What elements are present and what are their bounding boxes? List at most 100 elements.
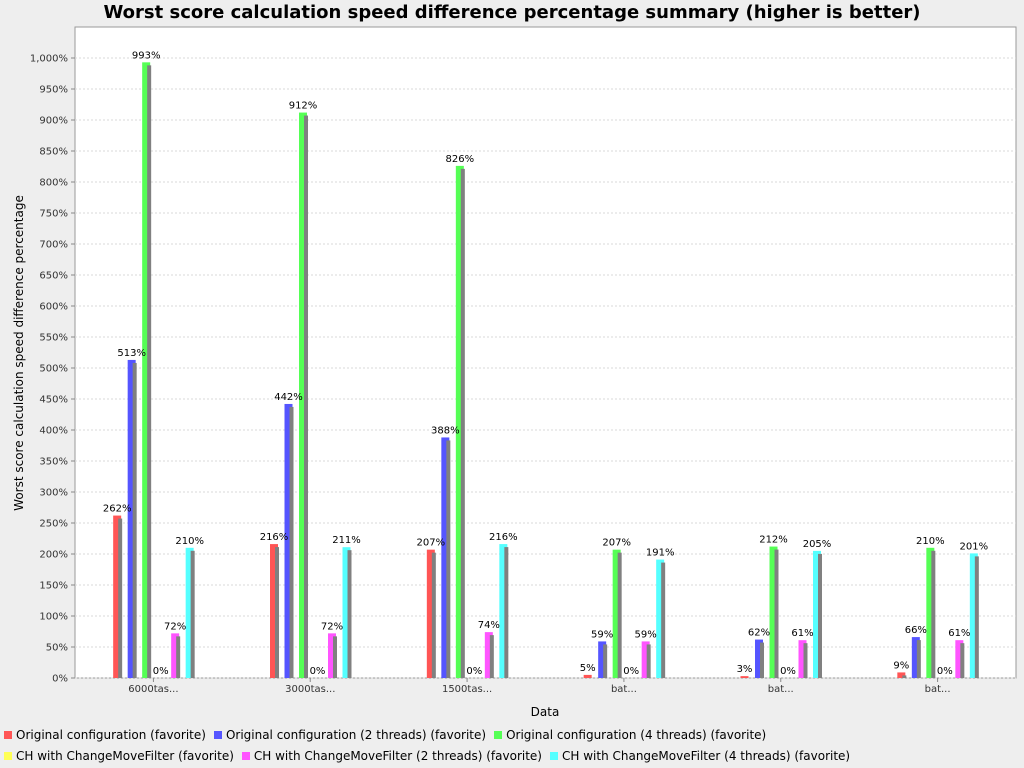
bar bbox=[270, 544, 278, 678]
legend-label: CH with ChangeMoveFilter (4 threads) (fa… bbox=[562, 748, 851, 763]
chart-title: Worst score calculation speed difference… bbox=[103, 2, 920, 23]
y-axis-ticks: 0% 50% 100% 150% 200% 250% 300% 350% 400% 450% 500… bbox=[30, 54, 75, 685]
bar-shadow bbox=[118, 518, 123, 678]
data-labels: 262% 513% 993% 0% 72% 210% 216% 442% 912% 0% 72% 21… bbox=[103, 50, 988, 677]
bar-shadow bbox=[304, 115, 308, 678]
x-tick-label: bat... bbox=[925, 684, 951, 695]
legend-item: Original configuration (favorite) bbox=[4, 728, 206, 742]
bar bbox=[441, 437, 450, 678]
bar bbox=[612, 549, 621, 678]
data-label: 0% bbox=[153, 666, 169, 677]
y-tick-label: 300% bbox=[39, 488, 68, 499]
data-label: 993% bbox=[132, 50, 161, 61]
legend-label: Original configuration (favorite) bbox=[16, 727, 206, 742]
data-label: 388% bbox=[431, 425, 460, 436]
data-label: 210% bbox=[916, 536, 945, 547]
y-tick-label: 0% bbox=[52, 674, 68, 685]
y-tick-label: 900% bbox=[39, 116, 68, 127]
bar-shadow bbox=[916, 640, 921, 678]
bar-shadow bbox=[190, 550, 195, 678]
legend-label: CH with ChangeMoveFilter (favorite) bbox=[16, 748, 234, 763]
bar-shadow bbox=[603, 644, 608, 678]
data-label: 207% bbox=[602, 538, 631, 549]
x-tick-label: bat... bbox=[768, 684, 794, 695]
bar bbox=[455, 165, 464, 678]
bar-shadow bbox=[661, 562, 666, 678]
y-tick-label: 650% bbox=[39, 271, 68, 282]
bar-shadow bbox=[176, 636, 181, 678]
data-label: 61% bbox=[948, 628, 970, 639]
data-label: 74% bbox=[478, 620, 500, 631]
data-label: 72% bbox=[164, 621, 186, 632]
chart: Worst score calculation speed difference… bbox=[12, 2, 1017, 719]
bar-shadow bbox=[147, 65, 152, 679]
data-label: 210% bbox=[175, 536, 204, 547]
bar bbox=[284, 403, 293, 678]
data-label: 191% bbox=[646, 548, 675, 559]
bar bbox=[813, 550, 821, 678]
data-label: 826% bbox=[446, 154, 475, 165]
bar-shadow bbox=[460, 168, 465, 678]
bar bbox=[769, 546, 778, 678]
legend-label: Original configuration (4 threads) (favo… bbox=[506, 727, 767, 742]
y-tick-label: 200% bbox=[39, 550, 68, 561]
data-label: 5% bbox=[580, 663, 596, 674]
data-label: 262% bbox=[103, 504, 132, 515]
legend-swatch bbox=[213, 730, 222, 739]
bar bbox=[598, 641, 607, 678]
bar-shadow bbox=[974, 556, 979, 678]
plot-area bbox=[74, 26, 1017, 679]
legend-swatch bbox=[550, 751, 558, 760]
bar-shadow bbox=[333, 636, 337, 678]
legend-label: Original configuration (2 threads) (favo… bbox=[225, 727, 487, 742]
y-tick-label: 750% bbox=[39, 209, 68, 220]
legend-row: CH with ChangeMoveFilter (favorite) CH wi… bbox=[0, 745, 1024, 766]
bar bbox=[798, 640, 807, 678]
bar bbox=[740, 676, 749, 678]
bar-shadow bbox=[446, 440, 451, 678]
data-label: 0% bbox=[466, 666, 482, 677]
x-tick-label: 3000tas... bbox=[285, 684, 335, 695]
data-label: 61% bbox=[791, 628, 813, 639]
legend-swatch bbox=[494, 730, 503, 739]
bar-shadow bbox=[431, 552, 436, 678]
y-tick-label: 550% bbox=[39, 333, 68, 344]
y-tick-label: 50% bbox=[46, 643, 68, 654]
y-tick-label: 850% bbox=[39, 147, 68, 158]
bar-shadow bbox=[347, 550, 352, 678]
legend-item: Original configuration (2 threads) (favo… bbox=[213, 727, 487, 742]
data-label: 0% bbox=[310, 666, 326, 677]
bar bbox=[911, 637, 920, 678]
data-label: 201% bbox=[960, 541, 989, 552]
x-axis-ticks: 6000tas... 3000tas... 1500tas... bat... bat.… bbox=[128, 678, 951, 695]
y-tick-label: 400% bbox=[39, 426, 68, 437]
data-label: 59% bbox=[635, 629, 657, 640]
bar bbox=[127, 359, 136, 678]
bar-shadow bbox=[489, 635, 494, 678]
grid-lines bbox=[75, 57, 1016, 679]
data-label: 62% bbox=[748, 628, 770, 639]
bar bbox=[171, 633, 180, 678]
legend-item: CH with ChangeMoveFilter (2 threads) (fa… bbox=[241, 748, 542, 763]
bar bbox=[113, 515, 122, 678]
data-label: 3% bbox=[737, 664, 753, 675]
bar bbox=[328, 633, 336, 678]
legend-label: CH with ChangeMoveFilter (2 threads) (fa… bbox=[253, 748, 542, 763]
data-label: 0% bbox=[937, 666, 953, 677]
bar bbox=[342, 547, 351, 678]
data-label: 72% bbox=[321, 621, 343, 632]
bar bbox=[641, 641, 650, 678]
bar bbox=[142, 62, 151, 678]
data-label: 513% bbox=[117, 348, 146, 359]
y-tick-label: 600% bbox=[39, 302, 68, 313]
bar bbox=[426, 549, 435, 678]
bar-shadow bbox=[132, 362, 137, 678]
bar bbox=[755, 639, 763, 678]
data-label: 211% bbox=[332, 535, 361, 546]
bar-shadow bbox=[646, 644, 651, 678]
x-tick-label: 6000tas... bbox=[128, 684, 178, 695]
legend: Original configuration (favorite) Origina… bbox=[0, 724, 1024, 768]
y-tick-label: 100% bbox=[39, 612, 68, 623]
bar bbox=[656, 559, 665, 678]
data-label: 59% bbox=[591, 629, 613, 640]
